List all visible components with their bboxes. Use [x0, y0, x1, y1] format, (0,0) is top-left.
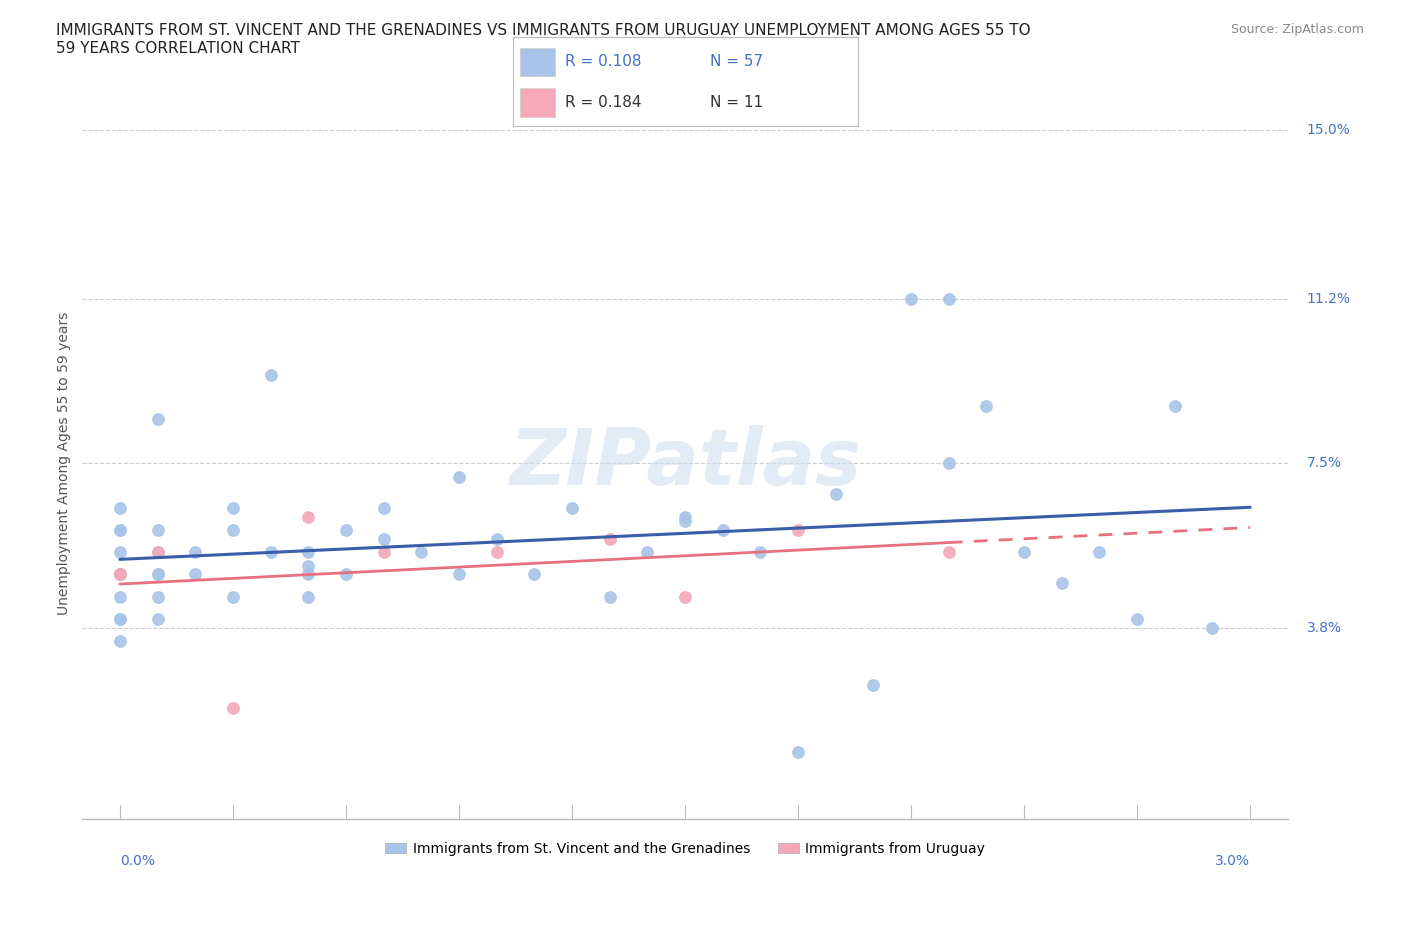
- Point: [787, 523, 810, 538]
- Point: [862, 678, 884, 693]
- Point: [485, 545, 508, 560]
- Point: [108, 590, 131, 604]
- Point: [411, 545, 433, 560]
- Point: [938, 456, 960, 471]
- Text: N = 11: N = 11: [710, 95, 762, 110]
- Point: [297, 545, 319, 560]
- Point: [787, 745, 810, 760]
- Point: [146, 545, 169, 560]
- Point: [561, 500, 583, 515]
- Y-axis label: Unemployment Among Ages 55 to 59 years: Unemployment Among Ages 55 to 59 years: [58, 312, 72, 615]
- Point: [485, 531, 508, 546]
- Point: [1088, 545, 1111, 560]
- Text: 11.2%: 11.2%: [1306, 292, 1351, 306]
- Text: 15.0%: 15.0%: [1306, 123, 1351, 138]
- Point: [146, 567, 169, 582]
- Text: 3.0%: 3.0%: [1215, 855, 1250, 869]
- Point: [108, 523, 131, 538]
- Text: IMMIGRANTS FROM ST. VINCENT AND THE GRENADINES VS IMMIGRANTS FROM URUGUAY UNEMPL: IMMIGRANTS FROM ST. VINCENT AND THE GREN…: [56, 23, 1031, 56]
- Point: [184, 545, 207, 560]
- Point: [711, 523, 734, 538]
- Point: [373, 545, 395, 560]
- Point: [146, 567, 169, 582]
- Point: [636, 545, 658, 560]
- Point: [297, 558, 319, 573]
- Point: [108, 567, 131, 582]
- Point: [900, 292, 922, 307]
- Point: [938, 545, 960, 560]
- Point: [447, 567, 470, 582]
- Point: [222, 523, 245, 538]
- Text: Source: ZipAtlas.com: Source: ZipAtlas.com: [1230, 23, 1364, 36]
- Text: N = 57: N = 57: [710, 55, 762, 70]
- Point: [184, 567, 207, 582]
- Point: [108, 633, 131, 648]
- Point: [108, 567, 131, 582]
- Point: [1164, 398, 1187, 413]
- Point: [599, 531, 621, 546]
- Point: [297, 567, 319, 582]
- Point: [447, 470, 470, 485]
- Point: [938, 292, 960, 307]
- Point: [108, 611, 131, 626]
- Point: [373, 500, 395, 515]
- Point: [1201, 620, 1223, 635]
- Point: [108, 523, 131, 538]
- Point: [108, 567, 131, 582]
- Point: [108, 611, 131, 626]
- Text: R = 0.184: R = 0.184: [565, 95, 641, 110]
- Point: [749, 545, 772, 560]
- Point: [146, 590, 169, 604]
- Point: [146, 545, 169, 560]
- Point: [373, 531, 395, 546]
- Point: [1012, 545, 1035, 560]
- Point: [146, 411, 169, 426]
- Point: [599, 590, 621, 604]
- Point: [297, 510, 319, 525]
- Point: [146, 611, 169, 626]
- Point: [222, 700, 245, 715]
- Legend: Immigrants from St. Vincent and the Grenadines, Immigrants from Uruguay: Immigrants from St. Vincent and the Gren…: [380, 836, 991, 861]
- Text: ZIPatlas: ZIPatlas: [509, 425, 860, 501]
- FancyBboxPatch shape: [520, 47, 554, 76]
- Point: [673, 510, 696, 525]
- Point: [1050, 576, 1073, 591]
- Point: [824, 487, 846, 502]
- FancyBboxPatch shape: [520, 88, 554, 117]
- Point: [222, 500, 245, 515]
- Point: [108, 500, 131, 515]
- Text: 0.0%: 0.0%: [120, 855, 155, 869]
- Point: [335, 523, 357, 538]
- Point: [1126, 611, 1149, 626]
- Point: [673, 590, 696, 604]
- Point: [335, 567, 357, 582]
- Point: [673, 513, 696, 528]
- Text: 7.5%: 7.5%: [1306, 457, 1341, 471]
- Point: [259, 545, 281, 560]
- Point: [146, 523, 169, 538]
- Point: [976, 398, 998, 413]
- Point: [108, 545, 131, 560]
- Point: [297, 590, 319, 604]
- Text: R = 0.108: R = 0.108: [565, 55, 641, 70]
- Point: [108, 567, 131, 582]
- Point: [523, 567, 546, 582]
- Point: [259, 367, 281, 382]
- Text: 3.8%: 3.8%: [1306, 620, 1341, 634]
- Point: [222, 590, 245, 604]
